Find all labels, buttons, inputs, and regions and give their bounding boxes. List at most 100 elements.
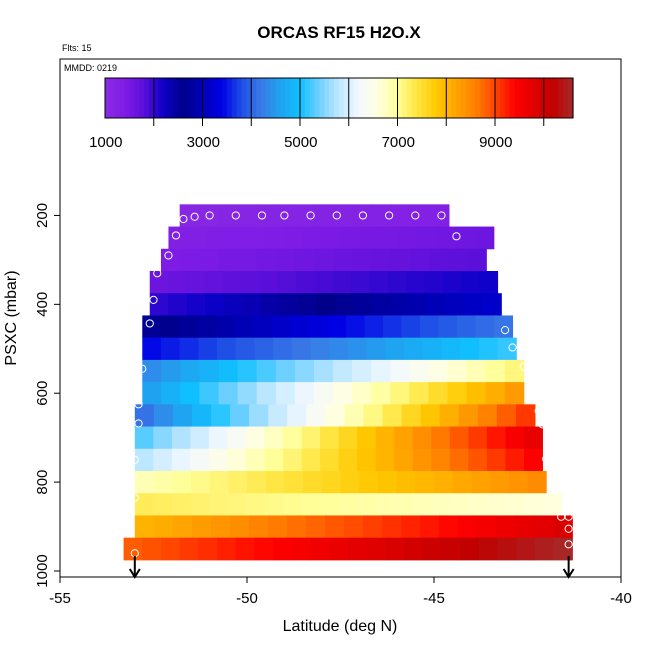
flight-track-point	[134, 419, 143, 428]
colorbar-swatch	[460, 78, 467, 118]
heatmap-cell	[508, 471, 528, 494]
heatmap-cell	[264, 226, 284, 250]
colorbar-swatch	[324, 78, 330, 118]
flight-track-point	[190, 212, 199, 221]
heatmap-cell	[306, 515, 326, 539]
heatmap-cell	[467, 248, 487, 272]
heatmap-cell	[256, 382, 277, 405]
colorbar-swatch	[334, 78, 340, 118]
heatmap-cell	[256, 248, 277, 272]
heatmap-cell	[371, 248, 392, 272]
heatmap-cell	[441, 337, 461, 361]
heatmap-cell	[227, 426, 247, 450]
heatmap-cell	[496, 404, 517, 428]
heatmap-cell	[382, 315, 402, 339]
heatmap-cell	[524, 493, 544, 516]
heatmap-cell	[478, 337, 499, 361]
colorbar-swatch	[158, 78, 165, 118]
heatmap-cell	[485, 359, 506, 383]
heatmap-cell	[321, 226, 342, 250]
heatmap-cell	[302, 226, 323, 250]
colorbar-swatch	[402, 78, 408, 118]
y-tick-label: 600	[34, 381, 51, 406]
heatmap-cell	[198, 337, 218, 361]
flight-track-point	[280, 211, 289, 220]
flight-track-point	[542, 454, 551, 464]
heatmap-cell	[439, 404, 460, 428]
heatmap-cell	[478, 537, 499, 561]
flight-track-point	[508, 343, 517, 352]
colorbar-tick-label: 1000	[89, 134, 122, 151]
heatmap-cell	[186, 293, 206, 316]
heatmap-cell	[284, 471, 304, 494]
heatmap-cell	[504, 359, 525, 383]
flight-track-point	[153, 269, 162, 278]
heatmap-cell	[534, 537, 555, 561]
colorbar-swatch	[548, 78, 555, 118]
heatmap-cell	[345, 315, 365, 339]
heatmap-cell	[487, 493, 507, 516]
heatmap-cell	[142, 337, 162, 361]
colorbar-swatch	[105, 78, 111, 118]
colorbar-swatch	[514, 78, 520, 118]
heatmap-cell	[171, 426, 191, 450]
y-tick-label: 800	[34, 470, 51, 495]
colorbar-swatch	[339, 78, 345, 118]
heatmap-cell	[254, 537, 274, 561]
heatmap-cell	[291, 337, 312, 361]
heatmap-cell	[198, 537, 218, 561]
heatmap-cell	[505, 493, 525, 516]
heatmap-cell	[420, 404, 441, 428]
heatmap-cell	[369, 271, 389, 294]
heatmap-cell	[523, 448, 543, 472]
heatmap-cell	[237, 382, 258, 405]
colorbar-swatch	[163, 78, 169, 118]
flight-track-point	[534, 406, 543, 416]
chart-title: ORCAS RF15 H2O.X	[257, 23, 421, 42]
heatmap-cell	[404, 337, 424, 361]
colorbar-swatch	[387, 78, 394, 118]
colorbar-swatch	[139, 78, 145, 118]
heatmap-cell	[291, 537, 312, 561]
heatmap-cell	[320, 448, 340, 472]
colorbar-swatch	[499, 78, 506, 118]
colorbar-swatch	[314, 78, 321, 118]
heatmap-cell	[379, 226, 399, 250]
flight-track-point	[519, 362, 528, 371]
heatmap-cell	[382, 515, 402, 539]
colorbar-swatch	[397, 78, 403, 118]
heatmap-cell	[186, 271, 206, 294]
heatmap-cell	[310, 337, 330, 361]
colorbar-swatch	[251, 78, 257, 118]
heatmap-cell	[249, 404, 269, 428]
heatmap-cell	[497, 337, 517, 361]
heatmap-cell	[338, 426, 358, 450]
heatmap-cell	[190, 493, 210, 516]
heatmap-cell	[428, 359, 448, 383]
heatmap-cell	[515, 515, 535, 539]
heatmap-cell	[295, 204, 315, 228]
heatmap-cell	[294, 248, 315, 272]
heatmap-cell	[431, 493, 451, 516]
flight-track-point	[130, 455, 139, 464]
x-axis: -55 -50 -45 -40	[49, 577, 632, 607]
heatmap-cell	[197, 315, 217, 339]
heatmap-cell	[412, 426, 432, 450]
heatmap-cell	[287, 404, 307, 428]
heatmap-cell	[420, 515, 440, 539]
heatmap-cell	[332, 271, 352, 294]
heatmap-cell	[409, 359, 429, 383]
flight-track-point	[257, 211, 267, 220]
heatmap-cell	[273, 337, 293, 361]
heatmap-cell	[153, 426, 173, 450]
heatmap-cell	[314, 271, 334, 294]
flight-track-point	[411, 211, 420, 220]
colorbar-swatch	[319, 78, 325, 118]
heatmap-cell	[359, 226, 380, 250]
heatmap-cell	[301, 426, 321, 450]
colorbar-swatch	[563, 78, 569, 118]
heatmap-cell	[301, 493, 321, 516]
heatmap-cell	[436, 226, 457, 250]
heatmap-cell	[230, 404, 250, 428]
